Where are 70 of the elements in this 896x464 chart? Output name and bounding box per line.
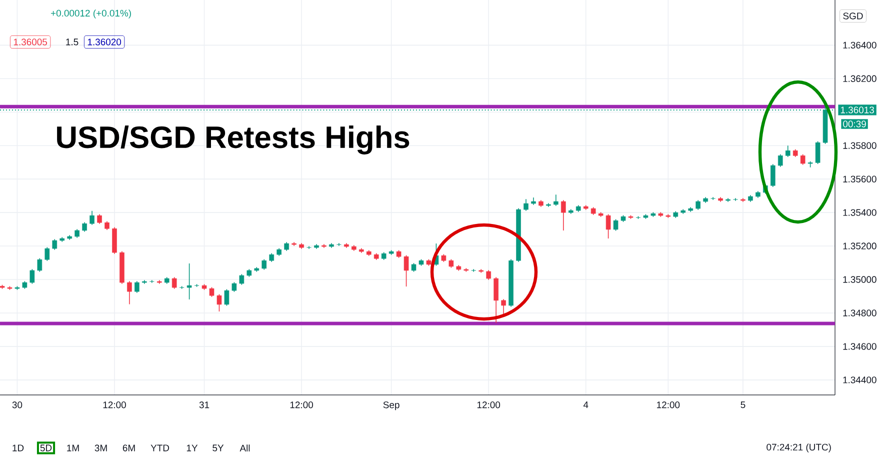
candlestick — [232, 282, 237, 292]
text: USD/SGD Retests Highs — [57, 126, 410, 154]
y-tick-label: 1.36400 — [843, 42, 876, 49]
candlestick — [44, 246, 50, 262]
candlestick — [239, 274, 244, 286]
text: 1Y — [186, 444, 198, 452]
candlestick — [186, 263, 192, 300]
candlestick — [486, 270, 491, 280]
x-tick-label: 12:00 — [657, 402, 680, 408]
candlestick — [30, 268, 35, 284]
text: YTD — [150, 444, 170, 452]
x-tick-label: 12:00 — [477, 402, 500, 408]
y-tick-label: 1.35200 — [843, 242, 876, 250]
x-tick-label: 31 — [199, 402, 210, 408]
text: SGD — [843, 12, 863, 20]
y-tick-label: 1.35400 — [843, 209, 876, 216]
annotation: 1.36020 — [88, 38, 122, 46]
candlestick — [224, 288, 230, 306]
candlestick — [494, 276, 498, 324]
y-tick-label: 1.34800 — [843, 310, 876, 316]
candlestick — [127, 280, 132, 305]
candlestick — [501, 298, 506, 317]
candlestick — [209, 286, 214, 298]
candlestick — [216, 294, 222, 312]
candlestick — [778, 154, 783, 168]
y-tick-label: 1.34600 — [843, 343, 876, 350]
text: 00:39 — [843, 120, 866, 128]
y-tick-label: 1.35800 — [843, 142, 876, 149]
y-tick-label: 1.36200 — [843, 75, 876, 82]
candlestick — [404, 254, 409, 287]
candlestick — [52, 238, 58, 250]
candlestick — [90, 210, 94, 226]
candlestick — [134, 280, 140, 294]
text: 6M — [122, 444, 135, 452]
candlestick — [770, 164, 776, 188]
candlestick — [561, 200, 566, 231]
x-tick-label: 12:00 — [103, 402, 126, 408]
text: 5Y — [212, 444, 224, 452]
candlestick — [606, 214, 611, 239]
x-tick-label: Sep — [383, 402, 400, 410]
candlestick — [613, 218, 618, 232]
x-tick-label: 5 — [740, 402, 746, 408]
text: All — [240, 444, 250, 452]
candlestick — [785, 145, 790, 158]
text: 1M — [67, 444, 79, 452]
candlestick — [554, 194, 558, 206]
x-tick-label: 4 — [583, 402, 588, 408]
x-tick-label: 12:00 — [290, 402, 314, 408]
candlestick — [37, 258, 42, 272]
annotation: 1.5 — [66, 38, 78, 46]
candlestick — [800, 154, 806, 166]
candlestick — [112, 226, 117, 254]
candlestick — [815, 140, 820, 164]
candlestick — [696, 200, 700, 210]
text: 1D — [12, 444, 24, 452]
candlestick — [262, 258, 267, 270]
annotation: +0.00012 (+0.01%) — [51, 10, 131, 18]
annotation: 1.36005 — [14, 38, 48, 46]
text: 3M — [94, 444, 107, 452]
y-tick-label: 1.35000 — [843, 276, 876, 283]
x-tick-label: 30 — [12, 402, 22, 408]
candlestick — [97, 214, 102, 224]
candlestick — [82, 222, 87, 232]
ref-line-label: 1.36013 — [840, 106, 874, 114]
text: 07:24:21 (UTC) — [766, 444, 831, 452]
candlestick — [172, 276, 177, 290]
y-tick-label: 1.34400 — [843, 376, 876, 384]
candlestick — [524, 198, 528, 212]
y-tick-label: 1.35600 — [843, 176, 876, 182]
text: 5D — [40, 444, 52, 452]
